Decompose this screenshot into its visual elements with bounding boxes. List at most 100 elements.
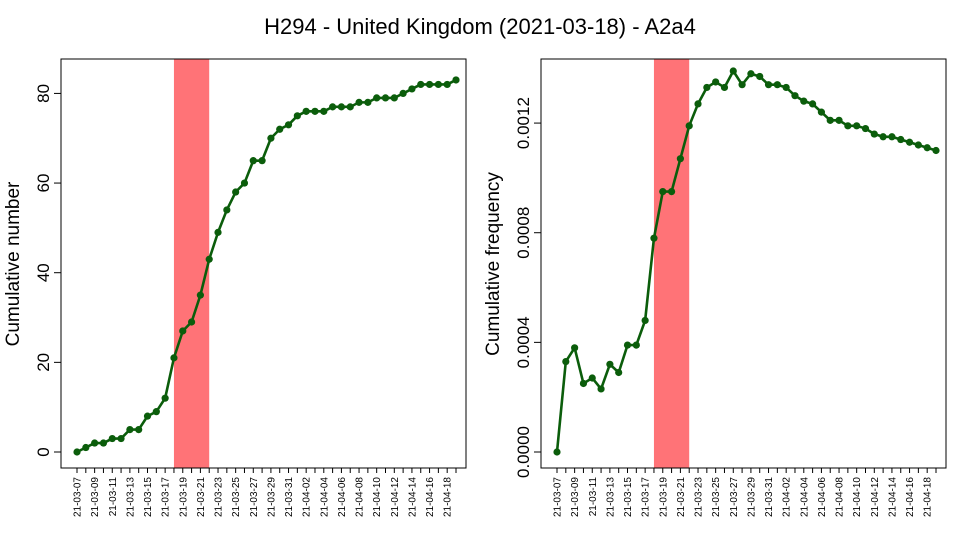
data-point — [293, 112, 301, 120]
left-series-line — [76, 78, 457, 454]
x-tick-label: 21-04-04 — [319, 477, 330, 517]
y-tick-label: 60 — [34, 174, 53, 193]
data-point — [579, 379, 588, 388]
x-tick-label: 21-03-27 — [249, 477, 260, 517]
data-point — [320, 107, 328, 115]
x-tick-label: 21-04-14 — [407, 477, 418, 517]
data-point — [809, 100, 817, 108]
data-point — [346, 103, 354, 111]
data-point — [170, 354, 178, 362]
data-point — [258, 157, 266, 165]
data-point — [355, 98, 363, 106]
data-point — [817, 108, 826, 116]
left-x-ticks: 21-03-07 21-03-09 21-03-11 21-03-13 21-03-15… — [73, 468, 457, 517]
data-point — [143, 412, 152, 420]
data-point — [399, 89, 407, 98]
data-point — [553, 448, 561, 456]
x-tick-label: 21-04-12 — [870, 477, 881, 517]
left-y-axis-label: Cumulative number — [3, 181, 24, 346]
data-point — [720, 83, 729, 92]
x-tick-label: 21-03-17 — [641, 477, 652, 517]
right-series-points — [553, 67, 940, 456]
data-point — [381, 94, 390, 102]
x-tick-label: 21-03-19 — [178, 477, 189, 517]
right-y-axis-label: Cumulative frequency — [483, 172, 504, 356]
data-point — [676, 155, 684, 163]
y-tick-label: 0.0000 — [514, 426, 533, 478]
data-point — [685, 122, 693, 130]
data-point — [932, 146, 940, 155]
data-point — [452, 76, 460, 84]
data-point — [888, 133, 896, 141]
data-point — [417, 80, 425, 89]
data-point — [91, 439, 99, 447]
right-panel: Cumulative frequency 0.00000.00040.00080… — [483, 58, 947, 517]
x-tick-label: 21-04-12 — [390, 477, 401, 517]
x-tick-label: 21-04-04 — [799, 477, 810, 517]
data-point — [425, 80, 434, 89]
data-point — [914, 141, 922, 149]
left-plot-frame — [60, 58, 467, 469]
x-tick-label: 21-03-09 — [90, 477, 101, 517]
data-point — [108, 434, 116, 443]
x-tick-label: 21-03-15 — [623, 477, 634, 517]
data-point — [205, 255, 213, 263]
data-point — [302, 107, 310, 115]
data-point — [214, 228, 222, 236]
data-point — [879, 133, 887, 141]
data-point — [99, 439, 108, 447]
y-tick-label: 80 — [34, 84, 53, 103]
data-point — [712, 78, 720, 86]
data-point — [267, 134, 275, 142]
data-point — [117, 434, 125, 443]
left-highlight-band — [173, 59, 210, 468]
data-point — [703, 83, 711, 92]
x-tick-label: 21-03-25 — [711, 477, 722, 517]
x-tick-label: 21-03-25 — [231, 477, 242, 517]
right-y-ticks: 0.0000 0.0004 0.0008 0.0012 — [514, 71, 542, 478]
data-point — [249, 157, 257, 165]
x-tick-label: 21-03-13 — [125, 477, 136, 517]
data-point — [844, 122, 852, 130]
right-highlight-band — [653, 59, 690, 468]
data-point — [337, 103, 346, 111]
x-tick-label: 21-03-29 — [266, 477, 277, 517]
data-point — [443, 80, 451, 89]
x-tick-label: 21-03-07 — [73, 477, 84, 517]
x-tick-label: 21-03-13 — [605, 477, 616, 517]
data-point — [390, 94, 398, 102]
x-tick-label: 21-04-16 — [905, 477, 916, 517]
x-tick-label: 21-03-29 — [746, 477, 757, 517]
data-point — [588, 374, 596, 382]
data-point — [606, 360, 614, 368]
x-tick-label: 21-03-23 — [214, 477, 225, 517]
data-point — [615, 368, 623, 377]
data-point — [764, 81, 773, 89]
x-tick-label: 21-03-11 — [108, 477, 119, 517]
right-plot-frame — [540, 58, 947, 469]
data-point — [434, 80, 442, 89]
right-x-ticks: 21-03-07 21-03-09 21-03-11 21-03-13 21-03-15… — [553, 468, 937, 517]
data-point — [650, 234, 658, 242]
left-series-points — [73, 76, 460, 456]
x-tick-label: 21-04-16 — [425, 477, 436, 517]
right-series-line — [555, 69, 937, 453]
data-point — [329, 103, 337, 111]
y-tick-label: 40 — [34, 263, 53, 282]
data-point — [284, 121, 293, 129]
data-point — [853, 122, 861, 130]
x-tick-label: 21-03-09 — [570, 477, 581, 517]
y-tick-label: 0.0004 — [514, 316, 533, 368]
data-point — [870, 130, 878, 138]
y-tick-label: 20 — [34, 353, 53, 372]
y-tick-label: 0.0008 — [514, 207, 533, 259]
x-tick-label: 21-03-15 — [143, 477, 154, 517]
x-tick-label: 21-04-10 — [372, 477, 383, 517]
data-point — [659, 188, 667, 196]
left-y-ticks: 0 20 40 60 80 — [34, 71, 62, 457]
data-point — [694, 100, 702, 108]
x-tick-label: 21-03-21 — [196, 477, 207, 517]
data-point — [923, 144, 931, 152]
x-tick-label: 21-04-06 — [817, 477, 828, 517]
